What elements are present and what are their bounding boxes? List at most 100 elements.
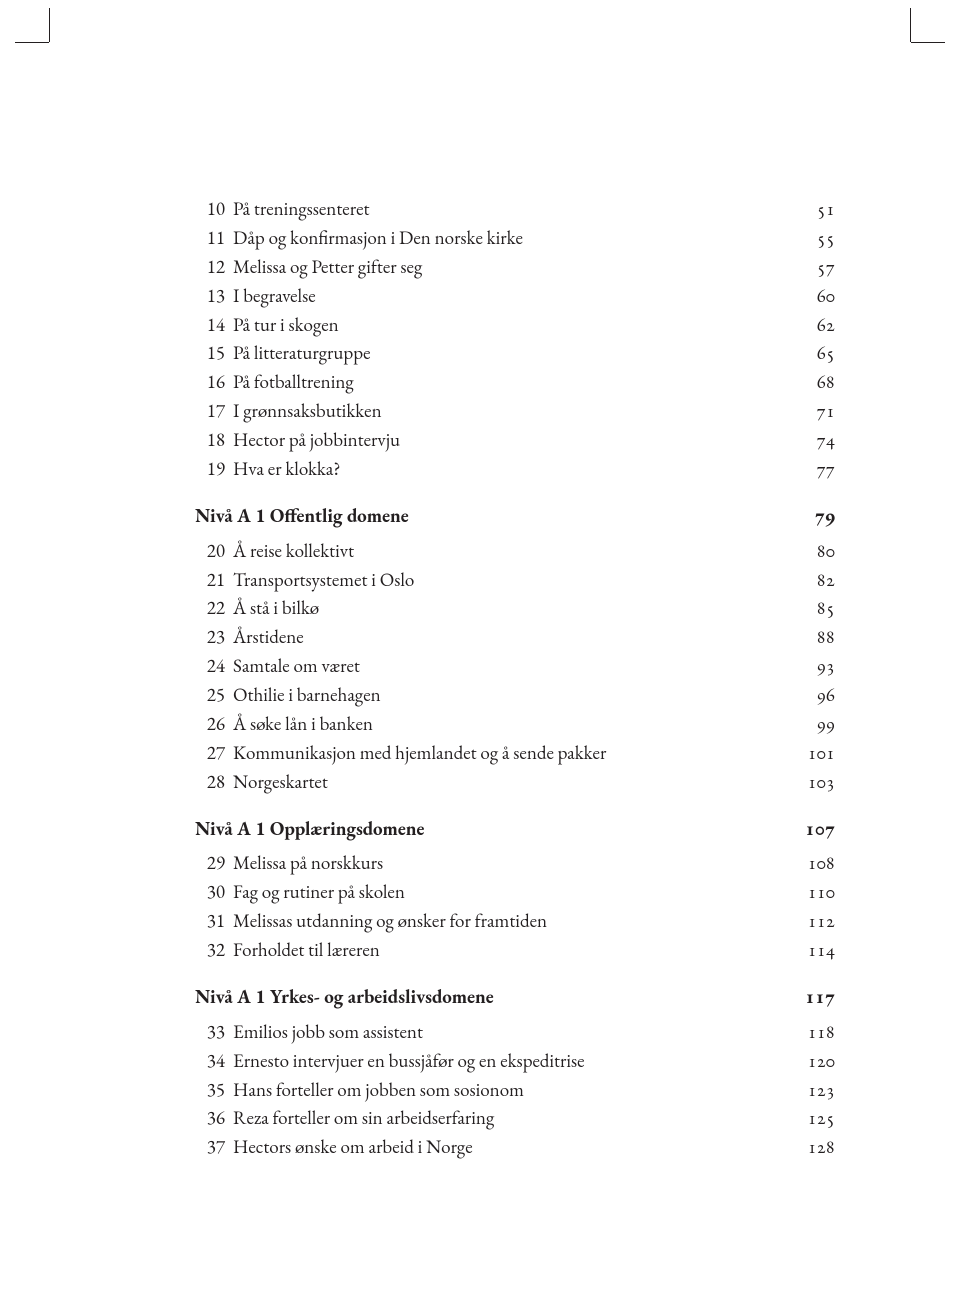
page: 10På treningssenteret5111Dåp og konfirma… — [0, 0, 960, 1313]
toc-entry-title: Melissa og Petter gifter seg — [225, 253, 791, 282]
toc-entry-page: 128 — [791, 1133, 835, 1162]
toc-entry-number: 35 — [195, 1076, 225, 1105]
toc-entry-title: I begravelse — [225, 282, 791, 311]
toc-entry-page: 65 — [791, 339, 835, 368]
toc-entry-page: 60 — [791, 282, 835, 311]
toc-entry-number: 14 — [195, 311, 225, 340]
toc-entry-title: På litteraturgruppe — [225, 339, 791, 368]
toc-entry-title: Årstidene — [225, 623, 791, 652]
toc-entry-page: 99 — [791, 710, 835, 739]
toc-entry: 14På tur i skogen62 — [195, 311, 835, 340]
toc-entry-number: 28 — [195, 768, 225, 797]
toc-entry-title: Samtale om været — [225, 652, 791, 681]
toc-entry-number: 20 — [195, 537, 225, 566]
crop-mark — [910, 8, 911, 42]
toc-entry-number: 32 — [195, 936, 225, 965]
toc-entry: 19Hva er klokka?77 — [195, 455, 835, 484]
toc-entry-number: 12 — [195, 253, 225, 282]
toc-entry-number: 27 — [195, 739, 225, 768]
toc-entry-title: Ernesto intervjuer en bussjåfør og en ek… — [225, 1047, 791, 1076]
toc-entry: 15På litteraturgruppe65 — [195, 339, 835, 368]
toc-entry: 33Emilios jobb som assistent118 — [195, 1018, 835, 1047]
toc-entry-title: Kommunikasjon med hjemlandet og å sende … — [225, 739, 791, 768]
toc-entry: 29Melissa på norskkurs108 — [195, 849, 835, 878]
toc-entry-number: 34 — [195, 1047, 225, 1076]
toc-entry-page: 114 — [791, 936, 835, 965]
toc-entry-page: 51 — [791, 195, 835, 224]
toc-entry: 37Hectors ønske om arbeid i Norge128 — [195, 1133, 835, 1162]
toc-entry-title: Forholdet til læreren — [225, 936, 791, 965]
toc-entry-title: Norgeskartet — [225, 768, 791, 797]
toc-entry-page: 96 — [791, 681, 835, 710]
toc-entry-number: 26 — [195, 710, 225, 739]
toc-entry-page: 118 — [791, 1018, 835, 1047]
toc-entry-title: På fotballtrening — [225, 368, 791, 397]
toc-entry-number: 25 — [195, 681, 225, 710]
toc-entry-title: Å stå i bilkø — [225, 594, 791, 623]
toc-entry-title: Dåp og konfirmasjon i Den norske kirke — [225, 224, 791, 253]
toc-entry: 27Kommunikasjon med hjemlandet og å send… — [195, 739, 835, 768]
toc-entry-number: 23 — [195, 623, 225, 652]
toc-entry-title: Hans forteller om jobben som sosionom — [225, 1076, 791, 1105]
toc-entry-number: 10 — [195, 195, 225, 224]
toc-entry-page: 62 — [791, 311, 835, 340]
toc-entry: 32Forholdet til læreren114 — [195, 936, 835, 965]
toc-entry: 10På treningssenteret51 — [195, 195, 835, 224]
toc-entry: 21Transportsystemet i Oslo82 — [195, 566, 835, 595]
toc-entry-number: 15 — [195, 339, 225, 368]
toc-entry: 35Hans forteller om jobben som sosionom1… — [195, 1076, 835, 1105]
toc-entry: 13I begravelse60 — [195, 282, 835, 311]
toc-entry-title: Å søke lån i banken — [225, 710, 791, 739]
toc-entry: 24Samtale om været93 — [195, 652, 835, 681]
toc-entry: 34Ernesto intervjuer en bussjåfør og en … — [195, 1047, 835, 1076]
toc-entry-page: 80 — [791, 537, 835, 566]
toc-section-heading: Nivå A 1 Offentlig domene79 — [195, 502, 835, 531]
toc-entry-number: 16 — [195, 368, 225, 397]
toc-entry-page: 55 — [791, 224, 835, 253]
toc-entry-page: 93 — [791, 652, 835, 681]
toc-entry: 28Norgeskartet103 — [195, 768, 835, 797]
toc-entry-number: 13 — [195, 282, 225, 311]
toc-entry-number: 30 — [195, 878, 225, 907]
toc-entry-number: 37 — [195, 1133, 225, 1162]
toc-entry-title: Å reise kollektivt — [225, 537, 791, 566]
toc-entry-title: I grønnsaksbutikken — [225, 397, 791, 426]
toc-section-title: Nivå A 1 Yrkes- og arbeidslivsdomene — [195, 983, 791, 1012]
toc-entry-title: På treningssenteret — [225, 195, 791, 224]
toc-entry-number: 29 — [195, 849, 225, 878]
toc-entry: 25Othilie i barnehagen96 — [195, 681, 835, 710]
crop-mark — [911, 42, 945, 43]
table-of-contents: 10På treningssenteret5111Dåp og konfirma… — [195, 195, 835, 1162]
toc-entry-number: 21 — [195, 566, 225, 595]
toc-entry-number: 36 — [195, 1104, 225, 1133]
toc-entry-title: Melissa på norskkurs — [225, 849, 791, 878]
toc-section-page: 79 — [791, 502, 835, 531]
toc-entry: 17I grønnsaksbutikken71 — [195, 397, 835, 426]
toc-entry-page: 108 — [791, 849, 835, 878]
toc-entry-page: 57 — [791, 253, 835, 282]
toc-entry-title: Hva er klokka? — [225, 455, 791, 484]
toc-entry-title: Emilios jobb som assistent — [225, 1018, 791, 1047]
toc-entry-number: 18 — [195, 426, 225, 455]
toc-entry: 31Melissas utdanning og ønsker for framt… — [195, 907, 835, 936]
toc-entry-page: 71 — [791, 397, 835, 426]
toc-entry-number: 22 — [195, 594, 225, 623]
toc-entry-page: 68 — [791, 368, 835, 397]
toc-entry-page: 112 — [791, 907, 835, 936]
toc-section-page: 117 — [791, 983, 835, 1012]
toc-entry-number: 33 — [195, 1018, 225, 1047]
toc-entry-number: 11 — [195, 224, 225, 253]
toc-entry-number: 31 — [195, 907, 225, 936]
toc-entry-title: Transportsystemet i Oslo — [225, 566, 791, 595]
toc-entry: 20Å reise kollektivt80 — [195, 537, 835, 566]
toc-section-heading: Nivå A 1 Opplæringsdomene107 — [195, 815, 835, 844]
toc-section-page: 107 — [791, 815, 835, 844]
toc-entry: 16På fotballtrening68 — [195, 368, 835, 397]
toc-entry-page: 103 — [791, 768, 835, 797]
toc-entry: 11Dåp og konfirmasjon i Den norske kirke… — [195, 224, 835, 253]
toc-entry-page: 82 — [791, 566, 835, 595]
toc-entry-page: 88 — [791, 623, 835, 652]
toc-section-title: Nivå A 1 Opplæringsdomene — [195, 815, 791, 844]
toc-entry: 12Melissa og Petter gifter seg57 — [195, 253, 835, 282]
toc-entry: 23Årstidene88 — [195, 623, 835, 652]
